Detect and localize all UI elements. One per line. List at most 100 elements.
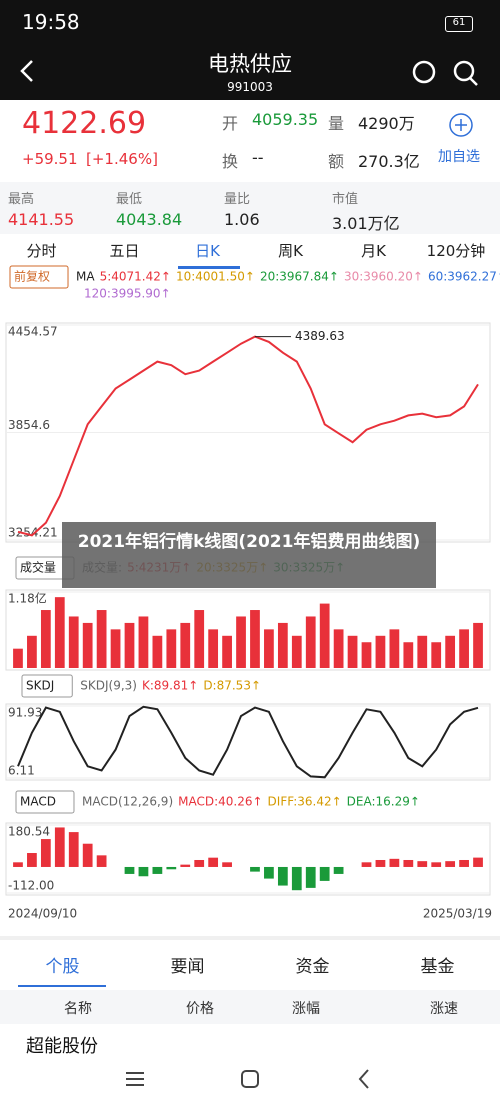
panel-frame <box>5 822 491 896</box>
y-tick-label: 4454.57 <box>8 325 58 339</box>
tab-indicator <box>178 266 240 269</box>
bar <box>431 862 442 867</box>
bar <box>333 629 344 668</box>
bar <box>40 610 51 668</box>
legend-item: 20:3967.84↑ <box>260 270 339 284</box>
title: 电热供应 <box>208 52 292 76</box>
bar <box>194 610 205 668</box>
y-tick-label: 6.11 <box>8 764 35 778</box>
bar <box>27 635 37 668</box>
column-header[interactable]: 名称 <box>64 1001 92 1017</box>
y-tick-label: 1.18亿 <box>8 591 47 606</box>
overlay-caption: 2021年铝行情k线图(2021年铝费用曲线图) <box>62 522 436 588</box>
y-tick-label: -112.00 <box>8 879 54 893</box>
bar <box>389 858 400 867</box>
x-tick-label: 2025/03/19 <box>423 907 492 921</box>
series-line <box>17 705 479 779</box>
bar <box>264 866 274 879</box>
bar <box>333 866 344 874</box>
header-icons[interactable] <box>410 58 480 88</box>
period-tab[interactable]: 月K <box>361 242 386 260</box>
period-tab[interactable]: 日K <box>195 242 220 260</box>
news-tab[interactable]: 基金 <box>420 957 455 977</box>
field-label: 换 <box>222 152 239 171</box>
add-icon[interactable] <box>448 112 474 138</box>
bar <box>194 859 205 867</box>
bar <box>138 866 149 877</box>
selector: SKDJ <box>26 679 54 693</box>
bar <box>236 616 246 668</box>
field-label: 量 <box>328 114 345 133</box>
stats-bg <box>0 182 500 234</box>
bar <box>445 861 456 867</box>
battery: 61 <box>445 16 473 32</box>
stat-label: 市值 <box>332 192 359 207</box>
stock-name[interactable]: 超能股份 <box>26 1036 98 1057</box>
column-header[interactable]: 涨幅 <box>292 1001 320 1017</box>
legend-item: D:87.53↑ <box>203 679 261 693</box>
news-tab[interactable]: 要闻 <box>170 957 205 977</box>
legend-item: MA <box>76 270 95 284</box>
code: 991003 <box>227 80 273 94</box>
panel-frame <box>5 703 491 781</box>
legend-item: 5:4071.42↑ <box>100 270 171 284</box>
field-value: 4059.35 <box>252 110 319 129</box>
period-tab[interactable]: 120分钟 <box>426 242 486 260</box>
bar <box>403 859 414 867</box>
top-bar <box>0 0 500 100</box>
bar <box>445 635 456 668</box>
stat-value: 1.06 <box>224 210 260 229</box>
news-tab[interactable]: 资金 <box>295 957 330 977</box>
field-value: 270.3亿 <box>358 152 420 171</box>
bar <box>82 843 93 867</box>
bar <box>319 866 330 881</box>
bar <box>124 622 135 668</box>
bar <box>54 827 65 867</box>
column-header[interactable]: 价格 <box>186 1001 214 1017</box>
bar <box>305 866 316 888</box>
bar <box>361 862 372 867</box>
news-tab[interactable]: 个股 <box>45 957 80 977</box>
change: +59.51 <box>22 150 78 168</box>
bar <box>180 622 191 668</box>
bar <box>13 862 23 867</box>
bar <box>166 629 177 668</box>
legend-item: MACD(12,26,9) <box>82 795 173 809</box>
bar <box>208 629 219 668</box>
field-value: -- <box>252 148 264 167</box>
period-tab[interactable]: 周K <box>278 242 303 260</box>
selector-box <box>21 674 73 698</box>
bar <box>208 857 219 867</box>
legend-item: K:89.81↑ <box>142 679 198 693</box>
bar <box>96 855 107 867</box>
bar <box>152 635 163 668</box>
bar <box>96 610 107 668</box>
column-header[interactable]: 涨速 <box>430 1001 458 1017</box>
bar <box>473 622 483 668</box>
period-tab[interactable]: 分时 <box>26 242 57 260</box>
stat-value: 4043.84 <box>116 210 183 229</box>
bar <box>277 622 288 668</box>
y-tick-label: 180.54 <box>8 825 50 839</box>
bar <box>347 635 358 668</box>
x-tick-label: 2024/09/10 <box>8 907 77 921</box>
nav-icons[interactable] <box>0 1058 500 1111</box>
bar <box>68 832 79 867</box>
y-tick-label: 91.93 <box>8 706 42 720</box>
bar <box>166 866 177 870</box>
selector-box <box>15 790 75 814</box>
bar <box>403 642 414 668</box>
bar <box>291 635 302 668</box>
period-tab[interactable]: 五日 <box>109 242 140 260</box>
field-value: 4290万 <box>358 114 415 133</box>
stat-value: 3.01万亿 <box>332 214 400 233</box>
selector-box <box>9 265 69 289</box>
bar <box>389 629 400 668</box>
y-tick-label: 3854.6 <box>8 418 50 432</box>
annotation: 4389.63 <box>295 329 345 343</box>
bar <box>319 603 330 668</box>
add-watch[interactable]: 加自选 <box>438 149 480 165</box>
stat-value: 4141.55 <box>8 210 75 229</box>
back-button[interactable] <box>16 58 40 84</box>
legend-item: SKDJ(9,3) <box>80 679 137 693</box>
